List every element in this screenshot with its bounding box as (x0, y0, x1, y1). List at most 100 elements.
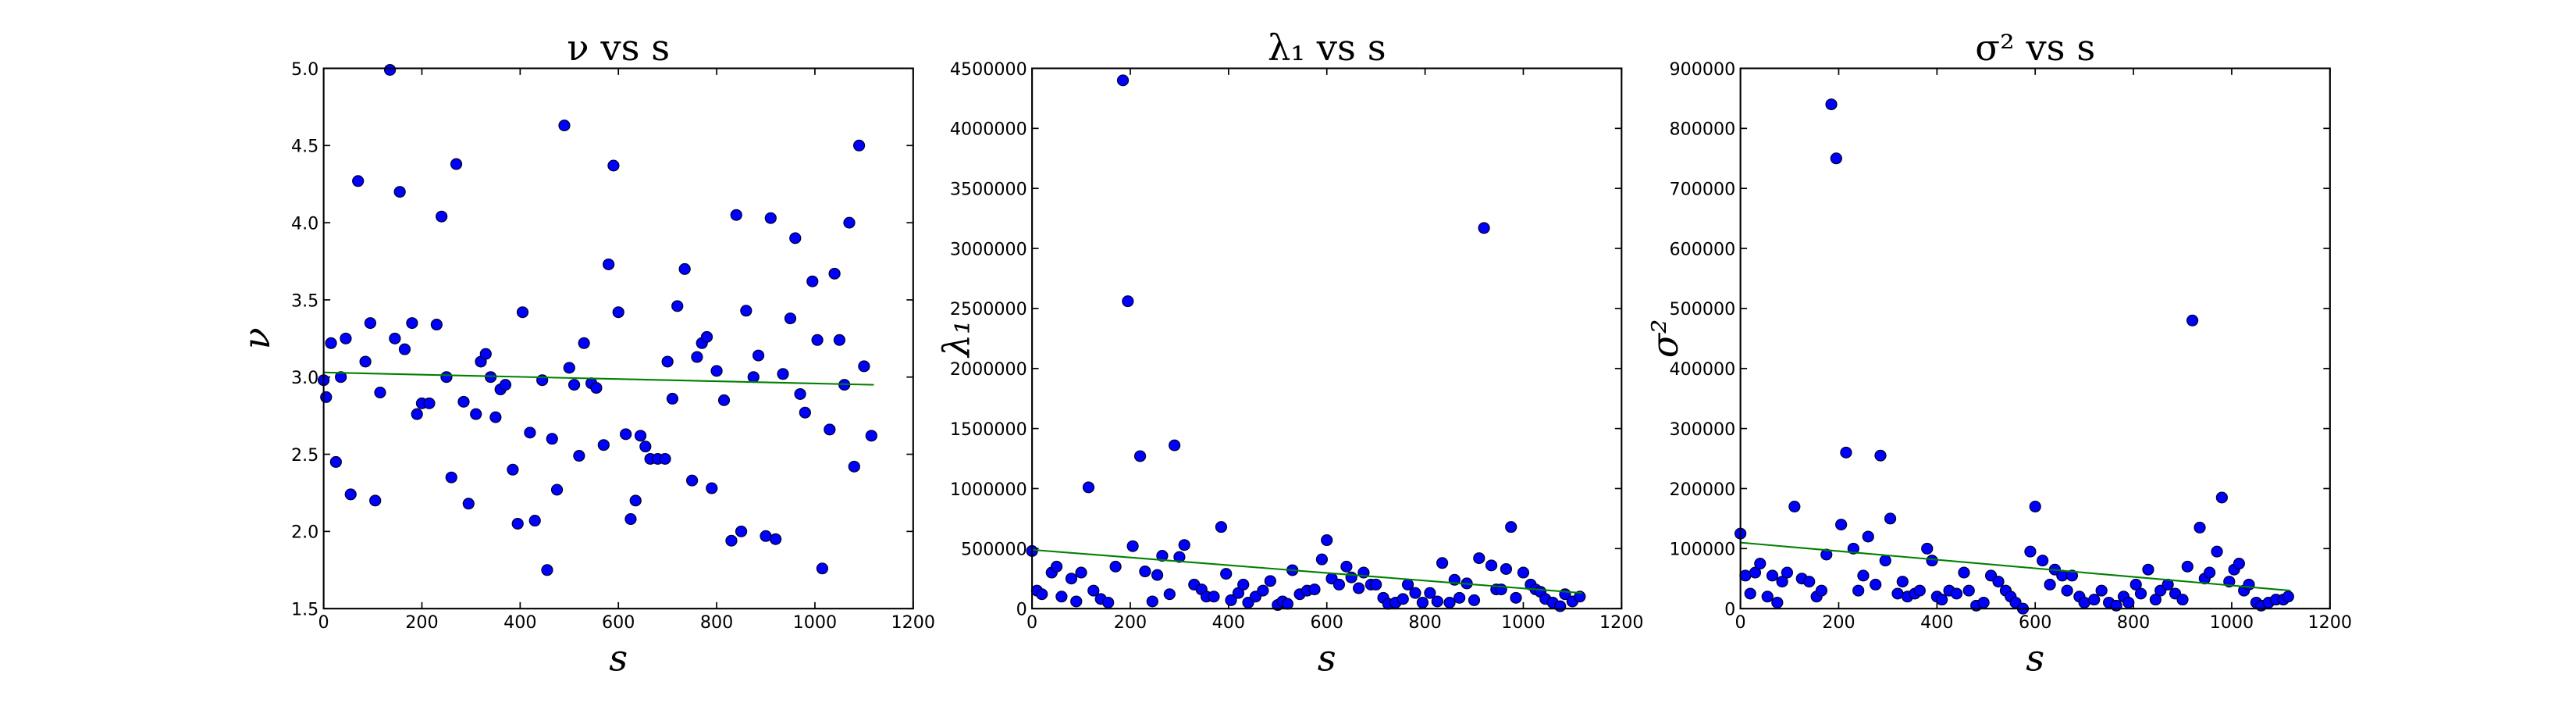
scatter-point (634, 430, 647, 442)
scatter-point (1409, 587, 1421, 599)
scatter-point (1156, 550, 1169, 562)
scatter-point (383, 63, 397, 76)
scatter-point (730, 209, 742, 221)
scatter-point (568, 379, 581, 391)
scatter-point (1116, 74, 1130, 87)
scatter-point (1070, 595, 1083, 608)
scatter-point (1102, 596, 1115, 608)
scatter-point (1424, 587, 1436, 599)
y-tick-label: 500000 (1670, 300, 1736, 319)
y-axis-label: σ² (1644, 319, 1686, 359)
scatter-point (1075, 566, 1087, 579)
y-tick-label: 900000 (1670, 60, 1736, 80)
scatter-point (524, 426, 536, 439)
x-tick-label: 200 (405, 613, 438, 633)
plot-frame (1031, 67, 1623, 610)
plot-frame (1739, 67, 2331, 610)
scatter-point (1874, 449, 1887, 462)
y-tick-label: 1500000 (950, 420, 1027, 440)
x-tick-label: 200 (1822, 613, 1855, 633)
scatter-point (406, 317, 418, 330)
y-tick-label: 2500000 (950, 300, 1027, 319)
scatter-point (1921, 542, 1934, 555)
scatter-point (450, 158, 463, 170)
scatter-point (1870, 578, 1882, 591)
scatter-point (457, 395, 470, 408)
scatter-point (661, 355, 674, 368)
scatter-point (1852, 584, 1865, 597)
scatter-point (603, 258, 615, 270)
scatter-point (1891, 587, 1904, 600)
scatter-point (1468, 594, 1481, 606)
scatter-point (1308, 583, 1321, 596)
scatter-point (706, 482, 718, 494)
scatter-point (691, 351, 703, 363)
scatter-point (320, 391, 333, 403)
scatter-point (1050, 560, 1063, 573)
x-tick-label: 600 (2019, 613, 2051, 633)
y-tick-label: 500000 (961, 541, 1027, 560)
scatter-point (1950, 587, 1963, 600)
scatter-point (747, 371, 760, 384)
y-tick-label: 0 (1016, 601, 1027, 620)
scatter-point (325, 337, 337, 349)
scatter-point (639, 441, 652, 453)
scatter-point (2029, 501, 2041, 513)
scatter-point (1847, 542, 1859, 555)
y-tick-label: 1.5 (291, 601, 318, 620)
scatter-point (710, 365, 723, 377)
scatter-point (1133, 450, 1147, 462)
scatter-point (499, 379, 512, 391)
scatter-point (740, 305, 753, 317)
y-tick-label: 700000 (1670, 180, 1736, 200)
scatter-point (335, 371, 347, 384)
scatter-point (393, 186, 406, 198)
scatter-point (2065, 569, 2079, 582)
scatter-point (1830, 152, 1842, 165)
scatter-point (2233, 558, 2245, 570)
scatter-point (678, 262, 691, 275)
scatter-point (1436, 557, 1449, 569)
scatter-point (1257, 584, 1269, 597)
x-tick-label: 0 (1735, 613, 1746, 633)
y-tick-label: 4.0 (291, 215, 318, 234)
scatter-point (445, 471, 457, 484)
scatter-point (1761, 591, 1774, 603)
scatter-point (1913, 584, 1926, 597)
scatter-point (1264, 575, 1276, 587)
scatter-point (2282, 591, 2294, 603)
scatter-point (1146, 595, 1158, 608)
scatter-point (700, 330, 713, 343)
fit-line (1032, 548, 1583, 594)
scatter-point (1225, 594, 1237, 606)
scatter-point (777, 368, 789, 380)
scatter-point (1505, 521, 1517, 533)
scatter-point (789, 232, 802, 244)
scatter-point (752, 349, 765, 362)
chart-title: σ² vs s (1975, 27, 2095, 69)
scatter-point (536, 374, 549, 387)
scatter-point (1766, 569, 1779, 582)
y-tick-label: 5.0 (291, 60, 318, 80)
x-axis-label: s (1318, 637, 1336, 680)
scatter-point (858, 360, 870, 373)
scatter-point (717, 394, 731, 406)
scatter-point (479, 348, 492, 360)
scatter-point (1332, 578, 1346, 591)
scatter-point (423, 397, 436, 409)
scatter-point (1109, 560, 1122, 573)
scatter-point (340, 332, 352, 344)
scatter-point (1443, 596, 1456, 608)
scatter-point (344, 488, 357, 501)
scatter-point (516, 306, 529, 319)
y-tick-label: 3000000 (950, 241, 1027, 260)
x-tick-label: 1000 (1501, 613, 1546, 633)
y-tick-label: 3.0 (291, 369, 318, 388)
x-tick-label: 400 (1212, 613, 1245, 633)
y-tick-label: 600000 (1670, 241, 1736, 260)
scatter-point (578, 337, 590, 349)
subplot: λ₁ vs s s λ₁ 0 200 400 600 800 1000 1200 0 500000 10… (935, 27, 1643, 679)
scatter-point (811, 334, 824, 346)
scatter-point (2037, 555, 2049, 567)
